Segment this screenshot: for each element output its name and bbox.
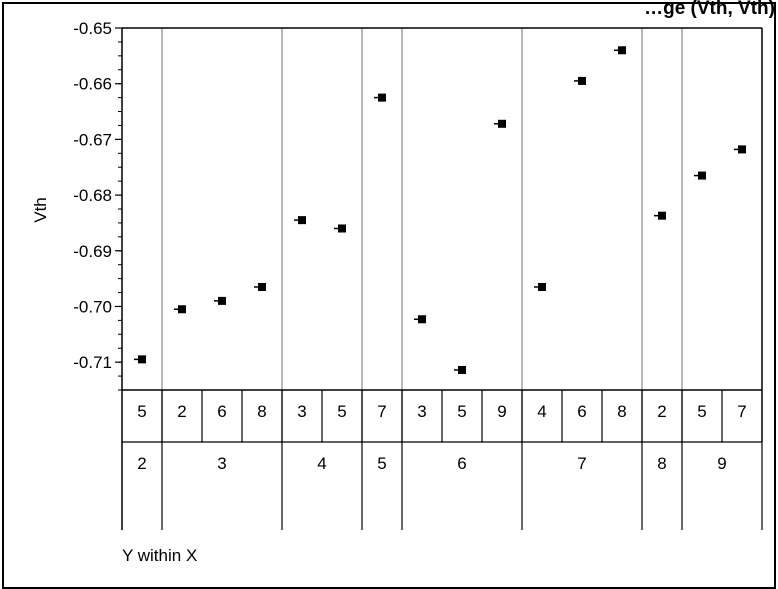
outer-level-label: 3 <box>217 454 226 473</box>
y-axis-title: Vth <box>31 197 50 223</box>
x-axis-title: Y within X <box>122 546 197 565</box>
data-point <box>138 355 146 364</box>
y-tick-label: -0.68 <box>73 186 112 205</box>
inner-level-label: 6 <box>217 402 226 421</box>
inner-level-label: 2 <box>177 402 186 421</box>
data-point <box>618 46 626 55</box>
data-point <box>578 76 586 85</box>
inner-level-label: 2 <box>657 402 666 421</box>
data-point <box>458 365 466 374</box>
outer-level-label: 4 <box>317 454 326 473</box>
data-point <box>258 282 266 291</box>
outer-level-label: 6 <box>457 454 466 473</box>
inner-level-label: 5 <box>337 402 346 421</box>
data-point <box>538 282 546 291</box>
inner-level-label: 3 <box>297 402 306 421</box>
outer-level-label: 2 <box>137 454 146 473</box>
y-tick-label: -0.71 <box>73 353 112 372</box>
data-point <box>498 119 506 128</box>
inner-level-label: 8 <box>617 402 626 421</box>
inner-level-label: 6 <box>577 402 586 421</box>
data-point <box>338 224 346 233</box>
inner-level-label: 3 <box>417 402 426 421</box>
inner-level-label: 5 <box>137 402 146 421</box>
inner-level-label: 7 <box>737 402 746 421</box>
data-point <box>418 315 426 324</box>
y-tick-label: -0.65 <box>73 19 112 38</box>
outer-level-label: 8 <box>657 454 666 473</box>
data-point <box>378 93 386 102</box>
inner-level-label: 8 <box>257 402 266 421</box>
y-tick-label: -0.67 <box>73 130 112 149</box>
chart-title: …ge (Vth, Vth) <box>644 0 775 19</box>
y-tick-label: -0.69 <box>73 242 112 261</box>
outer-level-label: 9 <box>717 454 726 473</box>
data-point <box>218 296 226 305</box>
data-point <box>298 216 306 225</box>
data-point <box>738 145 746 154</box>
outer-level-label: 7 <box>577 454 586 473</box>
inner-level-label: 4 <box>537 402 546 421</box>
inner-level-label: 5 <box>697 402 706 421</box>
data-point <box>698 171 706 180</box>
data-point <box>658 211 666 220</box>
inner-level-label: 5 <box>457 402 466 421</box>
inner-level-label: 7 <box>377 402 386 421</box>
y-tick-label: -0.66 <box>73 75 112 94</box>
inner-level-label: 9 <box>497 402 506 421</box>
data-point <box>178 305 186 314</box>
y-tick-label: -0.70 <box>73 297 112 316</box>
outer-level-label: 5 <box>377 454 386 473</box>
